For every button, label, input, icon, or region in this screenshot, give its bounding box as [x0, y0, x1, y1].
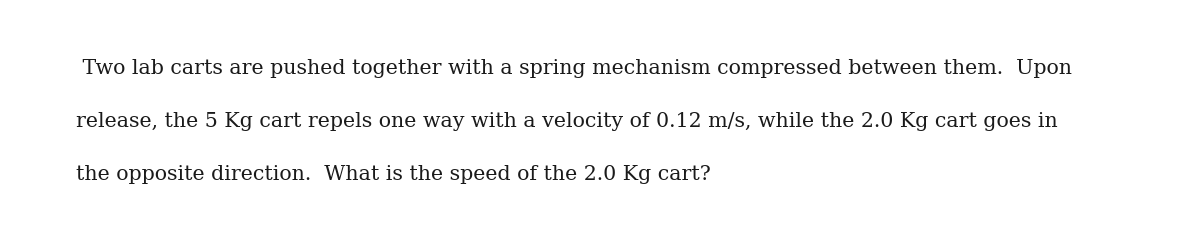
Text: release, the 5 Kg cart repels one way with a velocity of 0.12 m/s, while the 2.0: release, the 5 Kg cart repels one way wi… — [76, 112, 1057, 131]
Text: the opposite direction.  What is the speed of the 2.0 Kg cart?: the opposite direction. What is the spee… — [76, 165, 710, 184]
Text: Two lab carts are pushed together with a spring mechanism compressed between the: Two lab carts are pushed together with a… — [76, 59, 1072, 78]
